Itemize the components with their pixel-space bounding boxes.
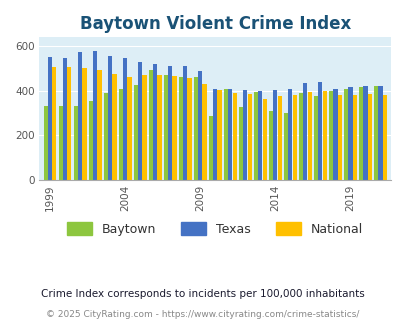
Text: Crime Index corresponds to incidents per 100,000 inhabitants: Crime Index corresponds to incidents per…: [41, 289, 364, 299]
Bar: [377, 86, 382, 180]
Bar: [202, 84, 206, 180]
Bar: [358, 87, 362, 180]
Bar: [228, 88, 232, 180]
Bar: [48, 57, 52, 180]
Bar: [277, 96, 281, 180]
Bar: [43, 106, 48, 180]
Bar: [283, 113, 288, 180]
Bar: [148, 70, 153, 180]
Bar: [52, 67, 56, 180]
Bar: [223, 88, 228, 180]
Bar: [157, 75, 161, 180]
Bar: [313, 96, 318, 180]
Bar: [258, 91, 262, 180]
Bar: [133, 85, 138, 180]
Bar: [243, 90, 247, 180]
Bar: [268, 111, 273, 180]
Bar: [292, 95, 296, 180]
Bar: [238, 108, 243, 180]
Bar: [88, 101, 93, 180]
Bar: [163, 75, 168, 180]
Bar: [262, 99, 266, 180]
Bar: [232, 93, 236, 180]
Title: Baytown Violent Crime Index: Baytown Violent Crime Index: [79, 15, 350, 33]
Bar: [63, 58, 67, 180]
Bar: [347, 87, 352, 180]
Bar: [352, 95, 356, 180]
Bar: [127, 77, 131, 180]
Bar: [183, 66, 187, 180]
Bar: [213, 88, 217, 180]
Bar: [217, 90, 221, 180]
Bar: [247, 94, 251, 180]
Bar: [123, 58, 127, 180]
Bar: [343, 88, 347, 180]
Bar: [82, 69, 86, 180]
Bar: [198, 71, 202, 180]
Bar: [108, 56, 112, 180]
Bar: [307, 92, 311, 180]
Bar: [178, 77, 183, 180]
Legend: Baytown, Texas, National: Baytown, Texas, National: [62, 217, 367, 241]
Bar: [298, 93, 303, 180]
Bar: [362, 86, 367, 180]
Bar: [337, 95, 341, 180]
Bar: [208, 116, 213, 180]
Bar: [67, 67, 71, 180]
Bar: [253, 92, 258, 180]
Bar: [112, 74, 116, 180]
Bar: [73, 106, 78, 180]
Bar: [168, 66, 172, 180]
Bar: [187, 79, 191, 180]
Bar: [58, 106, 63, 180]
Text: © 2025 CityRating.com - https://www.cityrating.com/crime-statistics/: © 2025 CityRating.com - https://www.city…: [46, 310, 359, 319]
Bar: [288, 88, 292, 180]
Bar: [172, 76, 176, 180]
Bar: [367, 94, 371, 180]
Bar: [138, 62, 142, 180]
Bar: [322, 91, 326, 180]
Bar: [153, 64, 157, 180]
Bar: [103, 93, 108, 180]
Bar: [328, 91, 333, 180]
Bar: [193, 77, 198, 180]
Bar: [373, 86, 377, 180]
Bar: [78, 52, 82, 180]
Bar: [97, 70, 101, 180]
Bar: [118, 88, 123, 180]
Bar: [303, 83, 307, 180]
Bar: [93, 51, 97, 180]
Bar: [273, 90, 277, 180]
Bar: [333, 88, 337, 180]
Bar: [382, 95, 386, 180]
Bar: [318, 82, 322, 180]
Bar: [142, 75, 146, 180]
